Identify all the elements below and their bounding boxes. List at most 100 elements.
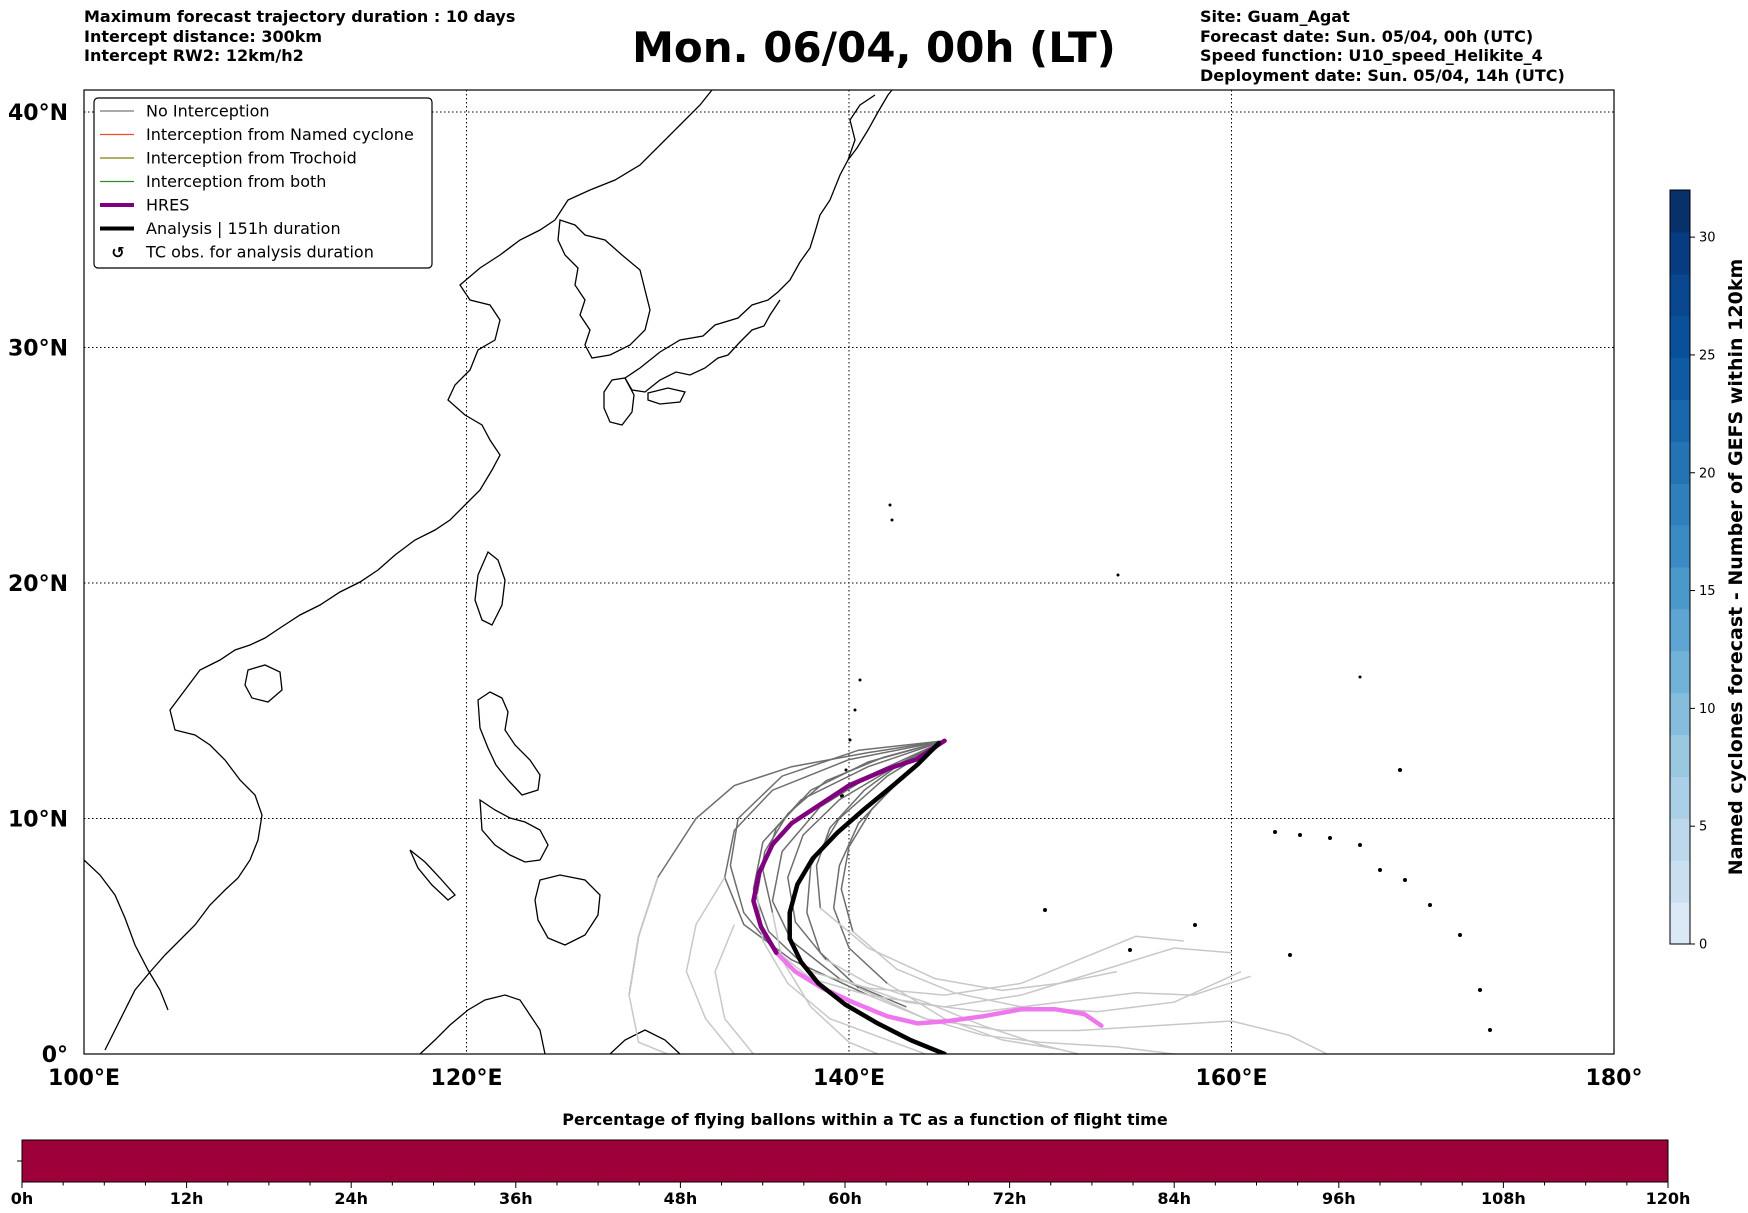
coast-shikoku — [647, 387, 686, 405]
island-marianas-1 — [844, 768, 848, 772]
island-minamitorishima — [1116, 573, 1120, 577]
flight-time-tick-label: 120h — [1646, 1189, 1691, 1208]
lat-tick-label: 10°N — [8, 808, 68, 833]
coast-luzon — [477, 691, 541, 796]
coastlines — [84, 90, 893, 1054]
legend-label: Analysis | 151h duration — [146, 219, 341, 238]
forecast-parameter-2: Intercept RW2: 12km/h2 — [84, 46, 304, 65]
coast-borneo — [419, 994, 546, 1054]
island-kiribati-1 — [1478, 988, 1482, 992]
site-info: Site: Guam_Agat Forecast date: Sun. 05/04… — [1200, 7, 1565, 85]
island-pohnpei — [1128, 948, 1132, 952]
legend-label: No Interception — [146, 102, 270, 121]
island-marshall-3 — [1328, 836, 1332, 840]
colorbar-frame — [1669, 189, 1691, 945]
site-info-line-2: Speed function: U10_speed_Helikite_4 — [1200, 46, 1543, 65]
colorbar: 0 5 10 15 20 25 30 Named cyclones forecast - Nu… — [1669, 189, 1747, 953]
colorbar-segment — [1670, 650, 1690, 694]
coast-china — [104, 219, 556, 1051]
colorbar-segment — [1670, 776, 1690, 819]
ensemble-track-light — [771, 912, 878, 1054]
coast-taiwan — [474, 550, 506, 626]
colorbar-segment — [1670, 902, 1690, 945]
island-bonin-1 — [888, 503, 892, 507]
flight-time-bar: Percentage of flying ballons within a TC… — [11, 1110, 1691, 1208]
ensemble-track-light — [756, 893, 926, 1054]
flight-time-tick-label: 72h — [993, 1189, 1027, 1208]
forecast-parameter-0: Maximum forecast trajectory duration : 1… — [84, 7, 516, 26]
colorbar-segment — [1670, 483, 1690, 526]
ensemble-track-light — [685, 877, 735, 1054]
colorbar-segment — [1670, 273, 1690, 317]
island-bonin-2 — [890, 518, 894, 522]
colorbar-segment — [1670, 860, 1690, 903]
lon-tick-label: 120°E — [431, 1066, 503, 1091]
site-info-line-3: Deployment date: Sun. 05/04, 14h (UTC) — [1200, 65, 1565, 85]
island-wake-2 — [1399, 769, 1401, 771]
ensemble-track-dark — [723, 740, 945, 996]
map-title: Mon. 06/04, 00h (LT) — [632, 23, 1116, 72]
ensemble-track-light — [867, 994, 1175, 1054]
forecast-parameter-1: Intercept distance: 300km — [84, 26, 323, 46]
colorbar-segment — [1670, 818, 1690, 861]
hres-track-early — [751, 738, 947, 955]
coast-japan-honshu — [624, 90, 893, 379]
colorbar-segment — [1670, 231, 1690, 275]
colorbar-segment — [1670, 608, 1690, 652]
flight-time-tick-label: 24h — [334, 1189, 368, 1208]
coast-russia — [554, 90, 713, 221]
lon-tick-label: 100°E — [48, 1066, 120, 1091]
legend-label: Interception from Trochoid — [146, 149, 357, 168]
island-marshall-2 — [1298, 833, 1302, 837]
legend-label: TC obs. for analysis duration — [145, 243, 374, 262]
ensemble-trajectories — [628, 740, 1328, 1054]
lon-tick-label: 160°E — [1196, 1066, 1268, 1091]
ensemble-track-light — [714, 924, 754, 1054]
island-caroline-2 — [1288, 953, 1292, 957]
coast-hainan — [244, 664, 283, 703]
coast-japan-south — [624, 299, 781, 393]
ensemble-track-light — [886, 982, 1060, 1051]
colorbar-tick-label: 30 — [1699, 231, 1716, 246]
ensemble-track-dark — [752, 740, 945, 973]
flight-time-bar-title: Percentage of flying ballons within a TC… — [562, 1110, 1168, 1129]
colorbar-segment — [1670, 357, 1690, 400]
ensemble-track-dark — [815, 740, 945, 909]
colorbar-tick-label: 5 — [1699, 820, 1707, 835]
coast-malay — [84, 859, 169, 1011]
flight-time-tick-label: 0h — [11, 1189, 34, 1208]
main-trajectories — [751, 738, 1104, 1054]
island-marshall-6 — [1403, 878, 1407, 882]
island-marianas-3 — [853, 708, 857, 712]
colorbar-tick-label: 10 — [1699, 702, 1716, 717]
ensemble-track-light — [772, 947, 1232, 1008]
colorbar-segment — [1670, 525, 1690, 568]
coast-palawan — [409, 849, 456, 901]
legend-box — [93, 97, 433, 269]
flight-time-tick-label: 96h — [1322, 1189, 1356, 1208]
flight-time-tick-label: 60h — [828, 1189, 862, 1208]
island-isolated — [1358, 675, 1362, 679]
legend-label: Interception from Named cyclone — [146, 125, 414, 144]
ensemble-track-light — [852, 930, 1242, 1013]
island-marshall-4 — [1358, 843, 1362, 847]
colorbar-tick-label: 25 — [1699, 348, 1716, 363]
site-info-line-1: Forecast date: Sun. 05/04, 00h (UTC) — [1200, 26, 1534, 46]
flight-time-tick-label: 108h — [1481, 1189, 1526, 1208]
island-marianas-2 — [848, 738, 852, 742]
lat-tick-label: 30°N — [8, 337, 68, 362]
flight-time-tick-label: 84h — [1157, 1189, 1191, 1208]
ensemble-track-light — [628, 877, 668, 1054]
colorbar-tick-label: 20 — [1699, 466, 1716, 481]
island-kiribati-2 — [1488, 1028, 1492, 1032]
island-marshall-7 — [1428, 903, 1432, 907]
gridlines — [84, 90, 1614, 1054]
coast-kyushu — [603, 377, 635, 426]
colorbar-segment — [1670, 441, 1690, 484]
island-marshall-1 — [1273, 830, 1277, 834]
coast-visayas — [479, 798, 549, 863]
colorbar-tick-label: 15 — [1699, 584, 1716, 599]
colorbar-tick-label: 0 — [1699, 938, 1707, 953]
site-info-line-0: Site: Guam_Agat — [1200, 7, 1350, 26]
